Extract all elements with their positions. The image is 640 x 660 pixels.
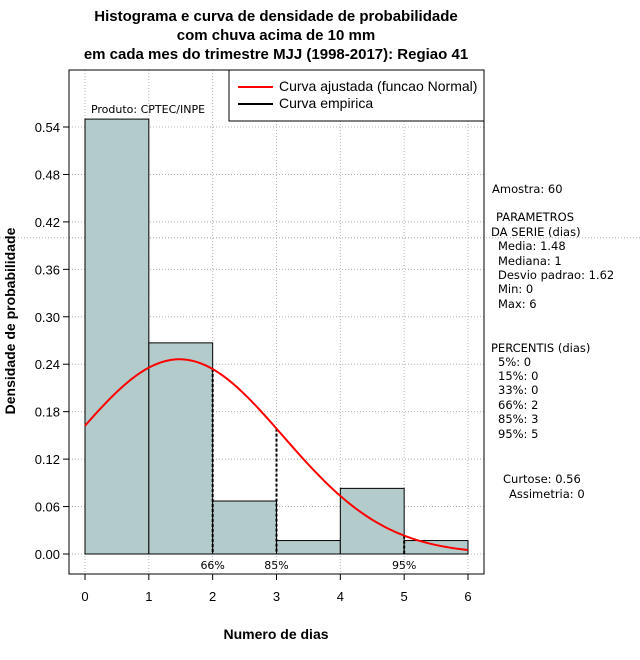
histogram-bar-1 <box>148 342 214 555</box>
skewness: Assimetria: 0 <box>509 487 585 501</box>
histogram-bars <box>84 118 469 555</box>
credit-label: Produto: CPTEC/INPE <box>91 103 205 116</box>
percentiles-title: PERCENTIS (dias) <box>491 341 590 355</box>
histogram-bar-2 <box>212 500 278 555</box>
y-tick-label-0.12: 0.12 <box>35 452 60 467</box>
param-sd: Desvio padrao: 1.62 <box>498 268 614 282</box>
x-axis-ticks: 0 1 2 3 4 5 6 <box>81 574 472 604</box>
params-title-1: PARAMETROS <box>496 210 574 224</box>
percentile-15: 15%: 0 <box>498 369 538 383</box>
y-tick-label-0.18: 0.18 <box>35 405 60 420</box>
x-tick-label-5: 5 <box>401 589 408 604</box>
percentile-label-95%: 95% <box>392 559 416 572</box>
percentile-85: 85%: 3 <box>498 412 538 426</box>
x-axis-label: Numero de dias <box>223 626 328 642</box>
y-tick-label-0.24: 0.24 <box>35 357 60 372</box>
y-tick-label-0.54: 0.54 <box>35 120 60 135</box>
percentile-5: 5%: 0 <box>498 355 531 369</box>
legend-label-fit: Curva ajustada (funcao Normal) <box>279 78 477 94</box>
param-median: Mediana: 1 <box>498 254 562 268</box>
histogram-bar-5 <box>403 540 469 555</box>
x-tick-label-6: 6 <box>464 589 471 604</box>
y-tick-label-0.42: 0.42 <box>35 215 60 230</box>
kurtosis: Curtose: 0.56 <box>503 472 581 486</box>
x-tick-label-2: 2 <box>209 589 216 604</box>
legend: Curva ajustada (funcao Normal) Curva emp… <box>228 69 485 122</box>
chart-title-line-3: em cada mes do trimestre MJJ (1998-2017)… <box>84 46 468 63</box>
param-max: Max: 6 <box>498 297 537 311</box>
y-tick-label-0.00: 0.00 <box>35 547 60 562</box>
x-tick-label-3: 3 <box>273 589 280 604</box>
percentile-95: 95%: 5 <box>498 427 538 441</box>
y-axis-ticks: 0.00 0.06 0.12 0.18 0.24 0.30 0.36 0.42 0.48 0.54 <box>35 120 69 562</box>
x-tick-label-1: 1 <box>145 589 152 604</box>
chart-title-line-1: Histograma e curva de densidade de proba… <box>94 8 457 25</box>
histogram-bar-4 <box>339 487 405 555</box>
sample-size: Amostra: 60 <box>492 182 563 196</box>
percentile-label-85%: 85% <box>264 559 288 572</box>
y-tick-label-0.30: 0.30 <box>35 310 60 325</box>
histogram-bar-0 <box>84 118 150 555</box>
percentile-66: 66%: 2 <box>498 398 538 412</box>
percentile-33: 33%: 0 <box>498 383 538 397</box>
chart-title-line-2: com chuva acima de 10 mm <box>177 27 375 44</box>
x-tick-label-0: 0 <box>81 589 88 604</box>
statistics-panel: Amostra: 60 PARAMETROS DA SERIE (dias) M… <box>491 182 614 501</box>
param-mean: Media: 1.48 <box>498 239 566 253</box>
params-title-2: DA SERIE (dias) <box>491 225 581 239</box>
y-tick-label-0.36: 0.36 <box>35 262 60 277</box>
x-tick-label-4: 4 <box>337 589 344 604</box>
y-tick-label-0.48: 0.48 <box>35 167 60 182</box>
normal-fit-curve <box>84 358 469 552</box>
histogram-bar-3 <box>276 540 341 555</box>
param-min: Min: 0 <box>498 282 533 296</box>
legend-box <box>228 69 485 122</box>
y-axis-label: Densidade de probabilidade <box>2 227 18 414</box>
legend-label-empirical: Curva empirica <box>279 95 373 111</box>
percentile-label-66%: 66% <box>200 559 224 572</box>
y-tick-label-0.06: 0.06 <box>35 500 60 515</box>
percentile-markers: 66% 85% 95% <box>200 369 416 572</box>
